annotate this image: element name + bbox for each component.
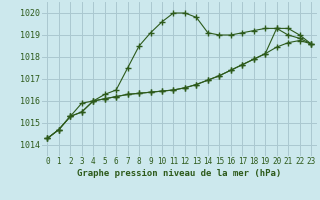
X-axis label: Graphe pression niveau de la mer (hPa): Graphe pression niveau de la mer (hPa): [77, 169, 281, 178]
